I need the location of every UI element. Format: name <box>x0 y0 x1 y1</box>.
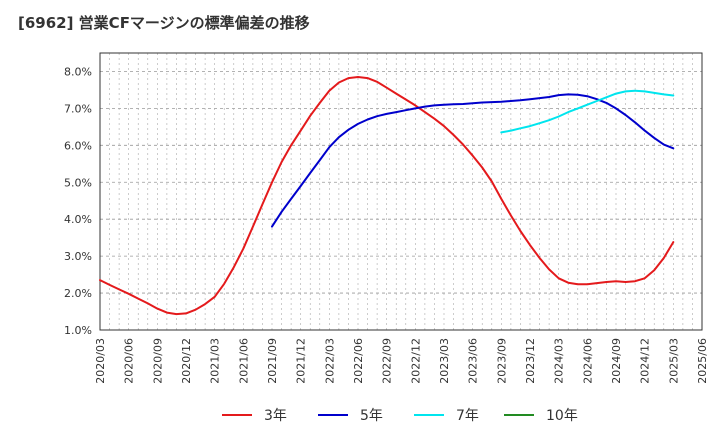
x-tick-label: 2020/03 <box>94 338 107 384</box>
x-tick-label: 2020/12 <box>180 338 193 384</box>
x-tick-label: 2024/03 <box>553 338 566 384</box>
y-tick-label: 7.0% <box>64 102 92 115</box>
y-tick-label: 6.0% <box>64 139 92 152</box>
y-tick-label: 3.0% <box>64 250 92 263</box>
y-tick-label: 1.0% <box>64 324 92 337</box>
x-tick-label: 2022/09 <box>381 338 394 384</box>
series-line-0 <box>99 76 675 316</box>
x-tick-label: 2021/09 <box>266 338 279 384</box>
series-line-1 <box>271 93 675 228</box>
series-line-2 <box>500 89 675 134</box>
x-tick-label: 2021/03 <box>209 338 222 384</box>
x-tick-label: 2024/09 <box>610 338 623 384</box>
x-tick-label: 2024/06 <box>581 338 594 384</box>
legend-label-0: 3年 <box>264 408 287 424</box>
x-tick-label: 2023/03 <box>438 338 451 384</box>
chart-title: [6962] 営業CFマージンの標準偏差の推移 <box>18 14 310 32</box>
legend-label-2: 7年 <box>456 408 479 424</box>
x-tick-label: 2022/03 <box>323 338 336 384</box>
x-tick-label: 2025/06 <box>696 338 709 384</box>
x-tick-label: 2021/06 <box>237 338 250 384</box>
x-tick-label: 2022/12 <box>409 338 422 384</box>
legend-label-3: 10年 <box>546 408 578 424</box>
x-tick-label: 2022/06 <box>352 338 365 384</box>
legend-label-1: 5年 <box>360 408 383 424</box>
x-tick-label: 2023/06 <box>467 338 480 384</box>
y-tick-label: 4.0% <box>64 213 92 226</box>
x-tick-label: 2020/06 <box>123 338 136 384</box>
x-tick-label: 2023/12 <box>524 338 537 384</box>
x-tick-label: 2020/09 <box>151 338 164 384</box>
y-tick-label: 8.0% <box>64 65 92 78</box>
x-tick-label: 2024/12 <box>639 338 652 384</box>
plot-border <box>99 52 703 331</box>
x-tick-label: 2021/12 <box>295 338 308 384</box>
y-tick-label: 5.0% <box>64 176 92 189</box>
y-tick-label: 2.0% <box>64 287 92 300</box>
x-tick-label: 2025/03 <box>667 338 680 384</box>
x-tick-label: 2023/09 <box>495 338 508 384</box>
